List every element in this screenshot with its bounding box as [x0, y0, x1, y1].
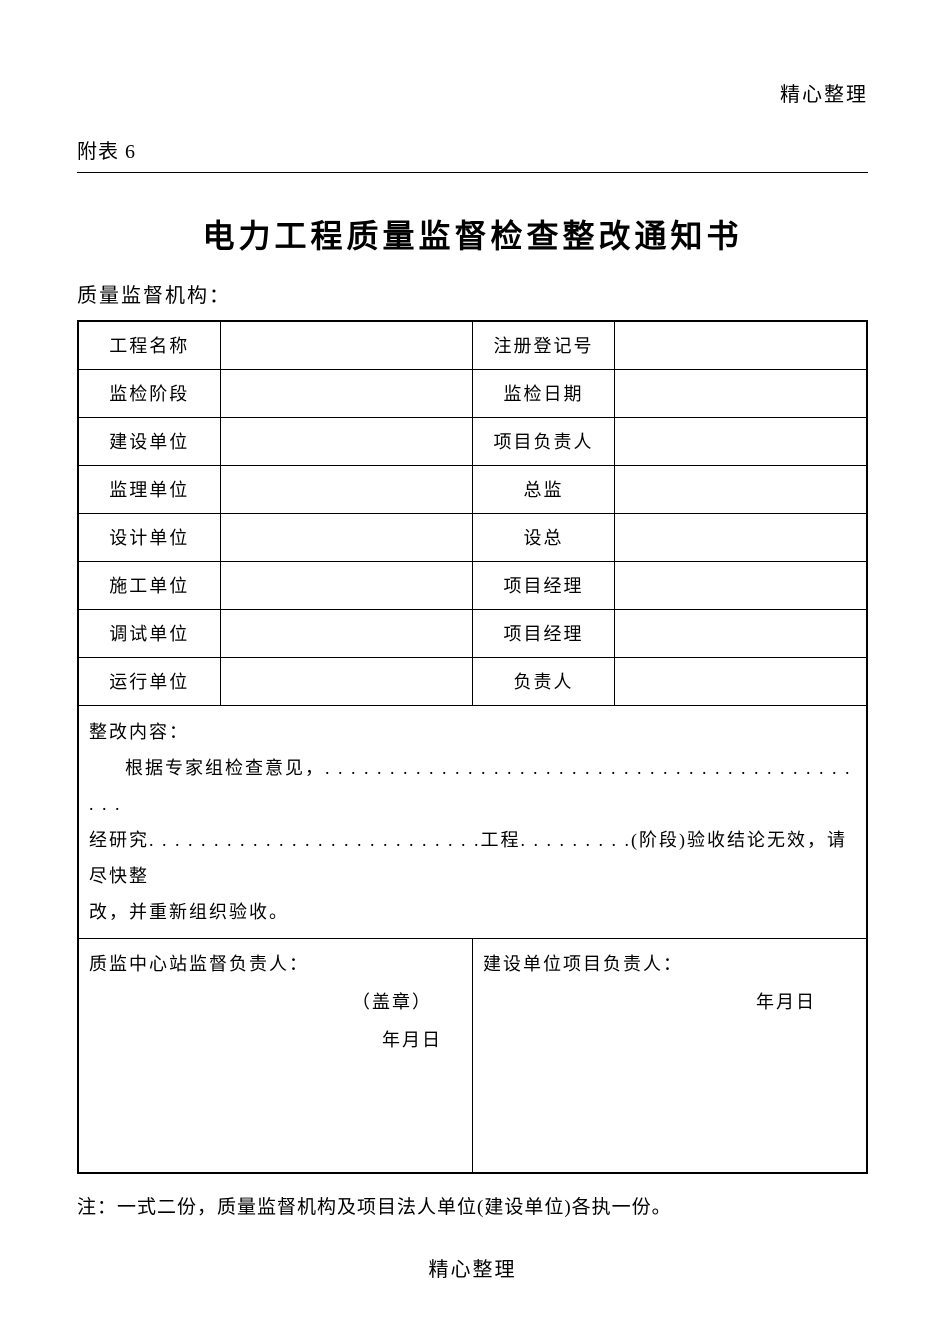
field-label: 监检阶段: [78, 369, 220, 417]
table-row: 施工单位 项目经理: [78, 561, 867, 609]
field-label: 设计单位: [78, 513, 220, 561]
field-value: [220, 513, 472, 561]
field-label: 项目负责人: [472, 417, 614, 465]
field-value: [220, 561, 472, 609]
field-value: [220, 369, 472, 417]
header-watermark: 精心整理: [780, 78, 868, 107]
table-row: 设计单位 设总: [78, 513, 867, 561]
document-title: 电力工程质量监督检查整改通知书: [77, 211, 868, 257]
table-row: 运行单位 负责人: [78, 657, 867, 705]
content-line: 根据专家组检查意见，. . . . . . . . . . . . . . . …: [89, 750, 856, 822]
field-value: [615, 609, 868, 657]
field-value: [615, 561, 868, 609]
agency-label: 质量监督机构：: [77, 279, 868, 308]
content-line: 改，并重新组织验收。: [89, 902, 289, 922]
rectification-content: 整改内容： 根据专家组检查意见，. . . . . . . . . . . . …: [78, 705, 867, 938]
field-value: [615, 465, 868, 513]
stamp-placeholder: （盖章）: [89, 985, 462, 1019]
field-value: [615, 417, 868, 465]
field-label: 设总: [472, 513, 614, 561]
field-value: [615, 321, 868, 369]
field-value: [615, 657, 868, 705]
field-label: 注册登记号: [472, 321, 614, 369]
document-body: 附表 6 电力工程质量监督检查整改通知书 质量监督机构： 工程名称 注册登记号 …: [77, 135, 868, 1219]
date-placeholder: 年月日: [483, 985, 856, 1019]
field-value: [220, 609, 472, 657]
table-row: 监检阶段 监检日期: [78, 369, 867, 417]
field-value: [220, 657, 472, 705]
field-value: [220, 321, 472, 369]
field-value: [615, 369, 868, 417]
field-label: 项目经理: [472, 561, 614, 609]
field-label: 建设单位: [78, 417, 220, 465]
content-heading: 整改内容：: [89, 722, 189, 742]
field-value: [615, 513, 868, 561]
field-label: 运行单位: [78, 657, 220, 705]
field-label: 监检日期: [472, 369, 614, 417]
field-value: [220, 465, 472, 513]
table-row: 建设单位 项目负责人: [78, 417, 867, 465]
content-row: 整改内容： 根据专家组检查意见，. . . . . . . . . . . . …: [78, 705, 867, 938]
field-label: 监理单位: [78, 465, 220, 513]
field-label: 施工单位: [78, 561, 220, 609]
field-value: [220, 417, 472, 465]
field-label: 调试单位: [78, 609, 220, 657]
signature-left: 质监中心站监督负责人： （盖章） 年月日: [78, 938, 472, 1173]
signature-row: 质监中心站监督负责人： （盖章） 年月日 建设单位项目负责人： 年月日: [78, 938, 867, 1173]
signature-label: 建设单位项目负责人：: [483, 947, 856, 981]
date-placeholder: 年月日: [89, 1023, 462, 1057]
signature-right: 建设单位项目负责人： 年月日: [472, 938, 867, 1173]
table-row: 调试单位 项目经理: [78, 609, 867, 657]
signature-label: 质监中心站监督负责人：: [89, 947, 462, 981]
table-row: 监理单位 总监: [78, 465, 867, 513]
form-table: 工程名称 注册登记号 监检阶段 监检日期 建设单位 项目负责人 监理单位 总监 …: [77, 320, 868, 1174]
footnote: 注：一式二份，质量监督机构及项目法人单位(建设单位)各执一份。: [77, 1192, 868, 1219]
field-label: 工程名称: [78, 321, 220, 369]
footer-watermark: 精心整理: [0, 1253, 945, 1282]
field-label: 项目经理: [472, 609, 614, 657]
field-label: 负责人: [472, 657, 614, 705]
table-row: 工程名称 注册登记号: [78, 321, 867, 369]
content-line: 经研究. . . . . . . . . . . . . . . . . . .…: [89, 830, 847, 886]
appendix-label: 附表 6: [77, 135, 868, 173]
field-label: 总监: [472, 465, 614, 513]
